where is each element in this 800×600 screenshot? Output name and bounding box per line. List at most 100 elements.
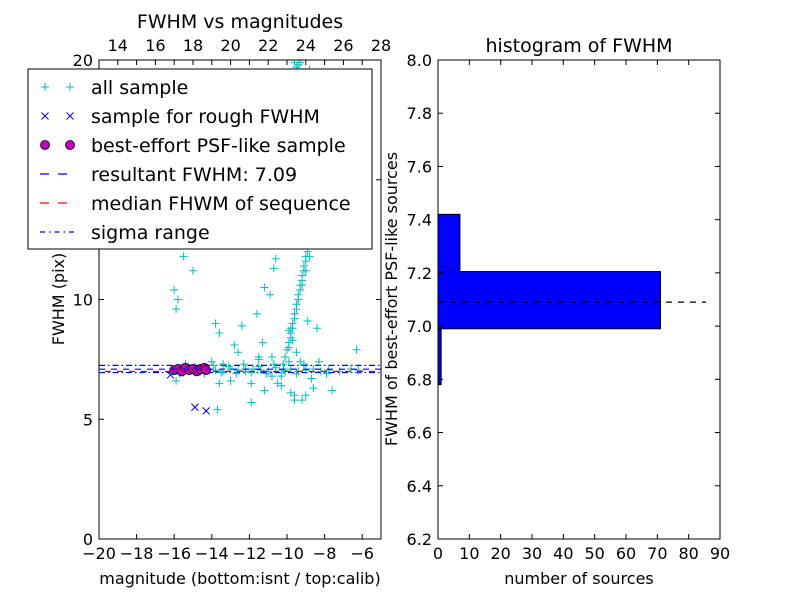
all-sample-point — [230, 341, 239, 350]
all-sample-point — [226, 376, 235, 385]
histogram-xtick-label: 20 — [490, 544, 510, 563]
all-sample-point — [286, 388, 295, 397]
all-sample-point — [209, 361, 218, 370]
rough-fwhm-point — [191, 403, 199, 412]
all-sample-point — [239, 360, 248, 369]
histogram-ytick-label: 7.8 — [407, 104, 432, 123]
all-sample-point — [352, 345, 361, 354]
all-sample-point — [260, 386, 269, 395]
all-sample-point — [301, 266, 310, 275]
scatter-ytick-label: 5 — [83, 410, 93, 429]
all-sample-point — [296, 60, 305, 67]
all-sample-point — [290, 396, 299, 405]
all-sample-point — [283, 345, 291, 354]
scatter-top-xtick-label: 16 — [145, 36, 165, 55]
all-sample-point — [172, 305, 181, 314]
histogram-frame — [437, 59, 721, 540]
all-sample-point — [298, 271, 307, 280]
psf-sample-point — [201, 365, 212, 376]
legend-label: best-effort PSF-like sample — [91, 135, 346, 157]
legend-label: sigma range — [91, 222, 210, 244]
histogram-title: histogram of FWHM — [485, 35, 672, 57]
all-sample-point — [217, 368, 226, 377]
scatter-ytick-label: 20 — [73, 51, 93, 70]
histogram-xtick-label: 0 — [433, 544, 443, 563]
all-sample-point — [247, 379, 256, 388]
all-sample-point — [303, 317, 312, 326]
all-sample-point — [299, 261, 308, 270]
scatter-top-xtick-label: 14 — [108, 36, 128, 55]
all-sample-point — [301, 391, 310, 400]
all-sample-point — [314, 357, 323, 366]
scatter-xtick-label: −16 — [157, 544, 191, 563]
all-sample-point — [213, 405, 222, 414]
histogram-xlabel: number of sources — [504, 569, 654, 588]
all-sample-point — [292, 369, 301, 378]
all-sample-point — [215, 329, 224, 338]
scatter-top-xtick-label: 22 — [258, 36, 278, 55]
all-sample-point — [254, 355, 263, 364]
all-sample-point — [277, 372, 286, 381]
all-sample-point — [234, 366, 243, 375]
all-sample-point — [288, 319, 297, 328]
legend-box — [27, 68, 373, 250]
scatter-xtick-label: −12 — [233, 544, 267, 563]
histogram-ytick-label: 7.6 — [407, 157, 432, 176]
all-sample-point — [269, 264, 278, 273]
scatter-ytick-label: 0 — [83, 530, 93, 549]
legend-marker-plus — [41, 83, 49, 91]
all-sample-point — [189, 266, 197, 275]
all-sample-point — [267, 352, 276, 361]
histogram-ytick-label: 6.2 — [407, 530, 432, 549]
histogram-bar — [437, 213, 461, 273]
scatter-xtick-label: −20 — [82, 544, 116, 563]
all-sample-point — [260, 283, 269, 292]
scatter-xtick-label: −18 — [120, 544, 154, 563]
all-sample-point — [269, 360, 278, 369]
all-sample-point — [266, 290, 275, 299]
scatter-xtick-label: −14 — [195, 544, 229, 563]
all-sample-point — [292, 300, 301, 309]
all-sample-point — [305, 252, 314, 261]
legend-label: all sample — [91, 77, 188, 99]
all-sample-point — [247, 398, 256, 407]
histogram-xtick-label: 40 — [553, 544, 573, 563]
all-sample-point — [307, 374, 316, 383]
all-sample-point — [284, 326, 293, 335]
all-sample-point — [211, 319, 220, 328]
legend-marker-plus — [66, 83, 74, 91]
scatter-xtick-label: −8 — [313, 544, 337, 563]
all-sample-point — [271, 363, 280, 372]
all-sample-point — [237, 321, 246, 330]
all-sample-point — [301, 366, 310, 375]
all-sample-point — [267, 372, 276, 381]
scatter-ytick-label: 10 — [73, 291, 93, 310]
all-sample-point — [354, 366, 363, 375]
all-sample-point — [324, 366, 333, 375]
all-sample-point — [281, 352, 290, 361]
histogram-xtick-label: 80 — [678, 544, 698, 563]
all-sample-point — [296, 357, 305, 366]
scatter-top-xtick-label: 26 — [333, 36, 353, 55]
scatter-xtick-label: −10 — [270, 544, 304, 563]
all-sample-point — [170, 285, 179, 294]
all-sample-point — [207, 357, 216, 366]
scatter-title: FWHM vs magnitudes — [137, 11, 343, 33]
all-sample-point — [313, 324, 322, 333]
histogram-bar — [437, 271, 661, 330]
all-sample-point — [252, 309, 261, 318]
legend-label: sample for rough FWHM — [91, 106, 320, 128]
all-sample-point — [224, 362, 233, 371]
all-sample-point — [247, 368, 256, 377]
all-sample-point — [292, 348, 301, 357]
scatter-top-xtick-label: 28 — [371, 36, 391, 55]
all-sample-point — [279, 360, 288, 369]
scatter-ylabel: FWHM (pix) — [49, 253, 68, 346]
all-sample-point — [328, 386, 337, 395]
all-sample-point — [298, 396, 307, 405]
legend-marker-x — [66, 112, 74, 120]
legend-marker-circle — [40, 140, 50, 150]
histogram-xtick-label: 70 — [647, 544, 667, 563]
histogram-xtick-label: 60 — [616, 544, 636, 563]
